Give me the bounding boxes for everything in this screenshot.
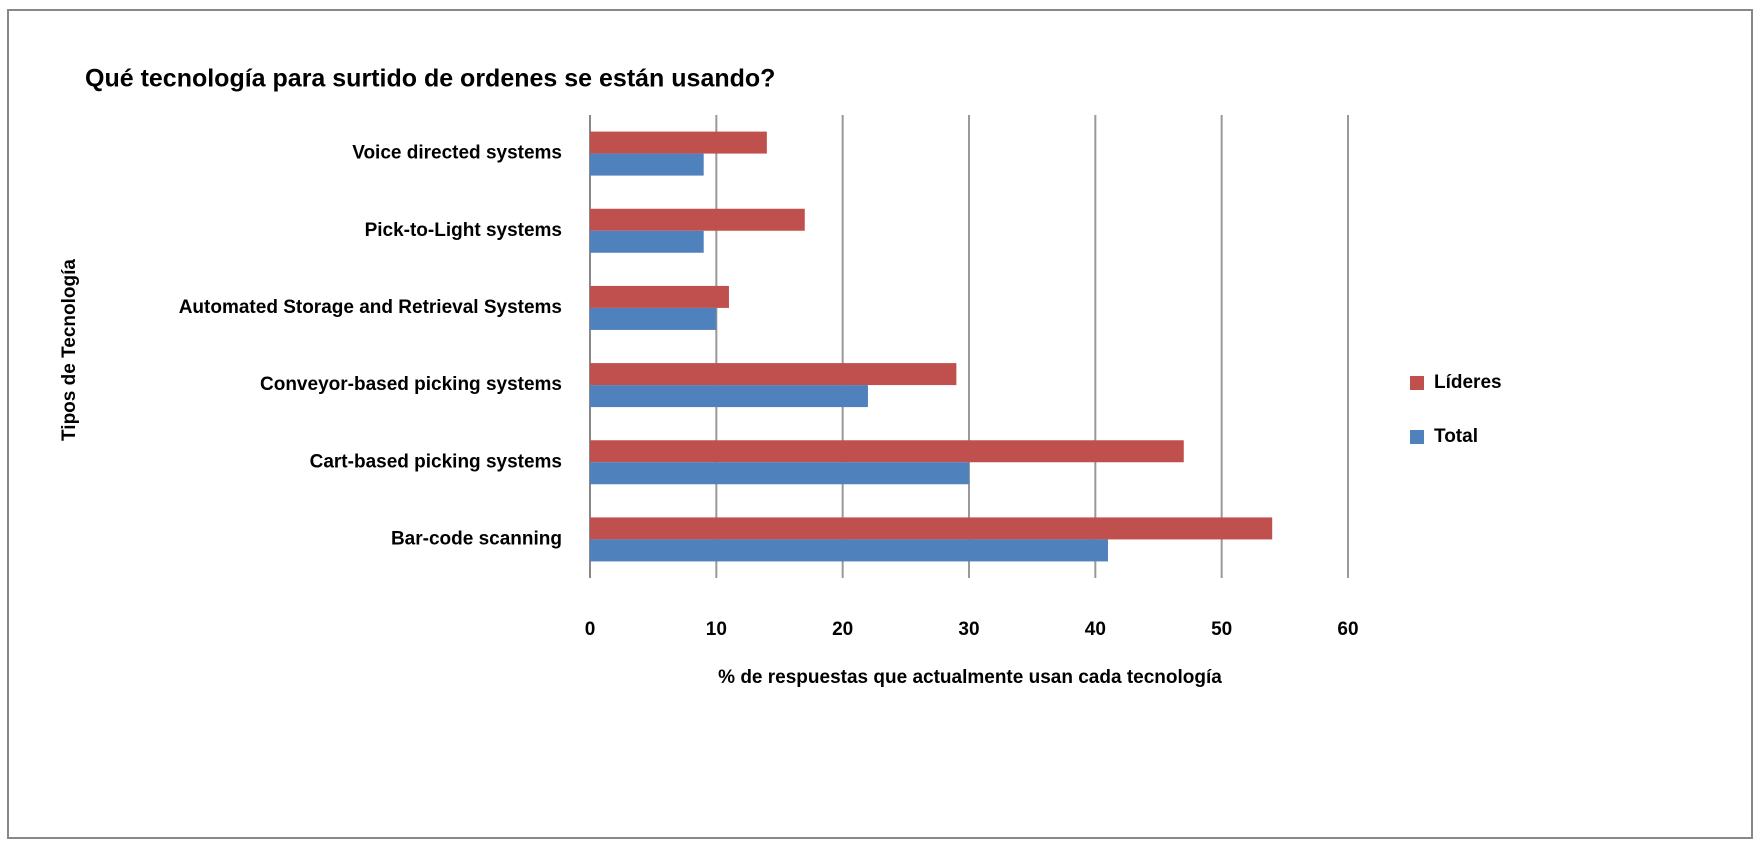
bar bbox=[590, 131, 767, 154]
bar bbox=[590, 517, 1273, 540]
x-tick-label: 30 bbox=[958, 619, 979, 640]
chart-border bbox=[7, 9, 1753, 839]
legend-swatch bbox=[1410, 430, 1424, 444]
x-tick-label: 60 bbox=[1337, 619, 1358, 640]
x-tick-label: 20 bbox=[832, 619, 853, 640]
bar bbox=[590, 462, 969, 485]
y-tick-label: Bar-code scanning bbox=[391, 528, 562, 549]
bar bbox=[590, 539, 1108, 562]
bar bbox=[590, 440, 1184, 463]
bar bbox=[590, 363, 957, 386]
legend-swatch bbox=[1410, 376, 1424, 390]
bar bbox=[590, 285, 729, 308]
y-tick-label: Conveyor-based picking systems bbox=[260, 374, 562, 395]
y-tick-label: Pick-to-Light systems bbox=[365, 220, 562, 241]
x-tick-label: 50 bbox=[1211, 619, 1232, 640]
legend-label: Líderes bbox=[1434, 372, 1502, 393]
bar bbox=[590, 307, 717, 330]
x-axis-title: % de respuestas que actualmente usan cad… bbox=[718, 667, 1222, 688]
y-tick-label: Voice directed systems bbox=[352, 143, 562, 164]
chart-title: Qué tecnología para surtido de ordenes s… bbox=[85, 65, 775, 93]
y-tick-label: Cart-based picking systems bbox=[310, 451, 562, 472]
legend-label: Total bbox=[1434, 426, 1478, 447]
bar bbox=[590, 208, 805, 231]
x-tick-label: 40 bbox=[1085, 619, 1106, 640]
y-tick-label: Automated Storage and Retrieval Systems bbox=[179, 297, 562, 318]
bar bbox=[590, 385, 868, 408]
x-tick-label: 10 bbox=[706, 619, 727, 640]
x-tick-label: 0 bbox=[585, 619, 596, 640]
bar bbox=[590, 230, 704, 253]
y-axis-title: Tipos de Tecnología bbox=[59, 259, 80, 441]
bar bbox=[590, 153, 704, 176]
